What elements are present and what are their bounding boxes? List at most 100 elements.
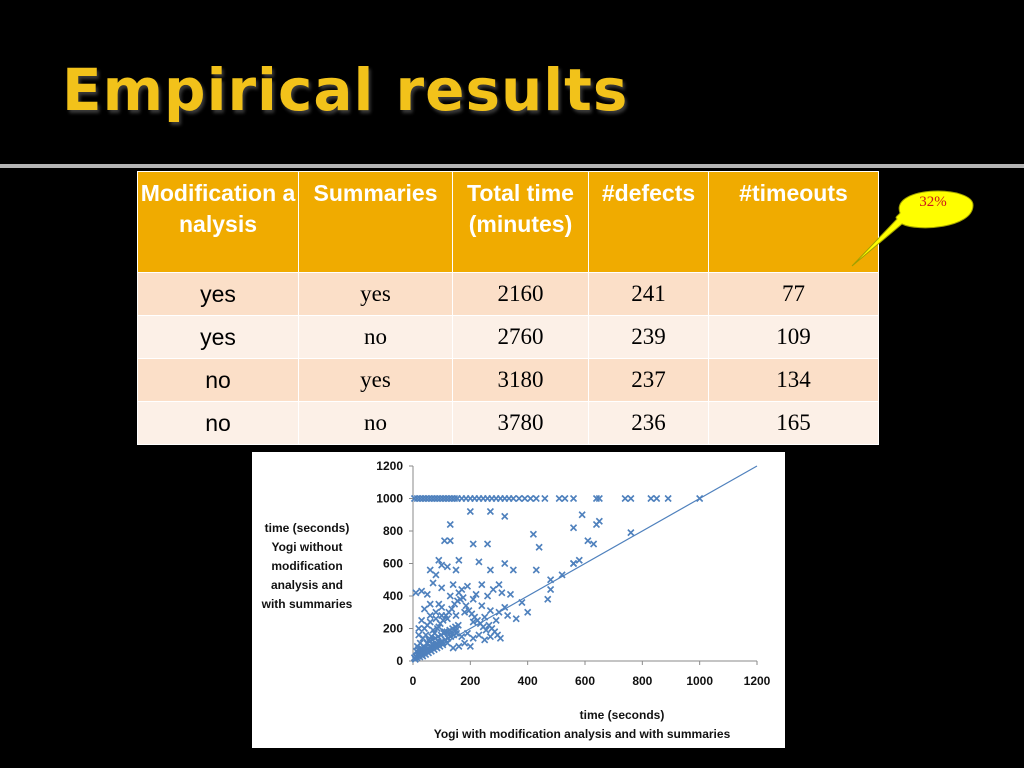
data-point — [461, 639, 469, 647]
data-point — [558, 571, 566, 579]
header-total-time: Total time (minutes) — [452, 171, 589, 273]
data-point — [575, 556, 583, 564]
data-point — [578, 511, 586, 519]
y-tick-label: 800 — [383, 524, 403, 538]
cell-modification-analysis: yes — [137, 272, 299, 316]
data-point — [415, 624, 423, 633]
data-point — [483, 540, 492, 548]
cell-defects: 239 — [588, 315, 709, 359]
data-point — [483, 592, 492, 600]
data-point — [462, 602, 470, 610]
data-point — [428, 494, 436, 503]
data-point — [696, 494, 704, 503]
data-point — [529, 530, 537, 538]
data-point — [501, 512, 509, 520]
data-point — [496, 634, 504, 642]
data-point — [439, 616, 447, 624]
data-point — [592, 520, 601, 529]
data-point — [451, 494, 459, 503]
cell-total-time: 2760 — [452, 315, 589, 359]
data-point — [592, 494, 601, 503]
data-point — [664, 494, 672, 503]
data-point — [443, 563, 451, 571]
data-point — [455, 556, 463, 564]
data-point — [482, 626, 490, 634]
cell-summaries: no — [298, 401, 453, 445]
data-point — [481, 613, 489, 621]
cell-timeouts: 134 — [708, 358, 879, 402]
data-point — [440, 537, 449, 545]
data-point — [420, 624, 429, 633]
x-tick-label: 600 — [575, 674, 595, 688]
results-table: Modification analysis Summaries Total ti… — [137, 171, 879, 445]
header-timeouts: #timeouts — [708, 171, 879, 273]
data-point — [595, 494, 603, 503]
title-band: Empirical results — [0, 0, 1024, 160]
data-point — [521, 494, 529, 503]
data-point — [486, 607, 494, 615]
data-point — [415, 631, 423, 639]
data-point — [449, 644, 457, 652]
y-tick-label: 200 — [383, 622, 403, 636]
data-point — [413, 494, 421, 503]
data-point — [472, 590, 480, 598]
data-point — [425, 494, 433, 503]
data-point — [555, 494, 563, 503]
x-tick-label: 0 — [410, 674, 417, 688]
data-point — [501, 559, 509, 568]
data-point — [438, 561, 446, 569]
header-summaries: Summaries — [298, 171, 453, 273]
data-point — [435, 600, 443, 608]
table-row: yes yes 2160 241 77 — [137, 272, 879, 316]
data-point — [452, 611, 460, 620]
data-point — [422, 494, 430, 503]
data-point — [453, 629, 461, 637]
cell-summaries: no — [298, 315, 453, 359]
data-point — [569, 559, 578, 568]
cell-modification-analysis: yes — [137, 315, 299, 359]
data-point — [448, 605, 456, 613]
data-point — [535, 543, 543, 551]
data-point — [446, 537, 454, 545]
data-point — [509, 494, 517, 503]
data-point — [627, 529, 635, 537]
data-point — [469, 540, 477, 548]
data-point — [466, 642, 474, 650]
data-point — [435, 556, 443, 564]
data-point — [518, 598, 526, 607]
data-point — [547, 585, 555, 594]
header-defects: #defects — [588, 171, 709, 273]
data-point — [569, 494, 578, 503]
data-point — [627, 494, 635, 503]
data-point — [481, 636, 489, 644]
data-point — [446, 520, 454, 529]
x-tick-label: 1200 — [744, 674, 771, 688]
x-axis-title-line: Yogi with modification analysis and with… — [434, 727, 731, 741]
data-point — [475, 558, 483, 566]
cell-modification-analysis: no — [137, 401, 299, 445]
data-point — [541, 494, 549, 503]
data-point — [590, 540, 598, 548]
scatter-chart: 0 200 400 600 800 1000 1200 0 200 400 600 800 1000 12… — [261, 459, 771, 741]
scatter-chart-panel: 0 200 400 600 800 1000 1200 0 200 400 600 800 1000 12… — [252, 452, 785, 748]
data-point — [584, 537, 592, 545]
data-point — [455, 642, 463, 650]
data-point — [432, 608, 440, 616]
x-tick-label: 400 — [518, 674, 538, 688]
data-point — [532, 566, 540, 574]
y-axis-title-line: analysis and — [271, 578, 343, 592]
y-tick-label: 0 — [396, 654, 403, 668]
data-point — [429, 579, 437, 587]
data-point — [569, 524, 578, 532]
data-point — [647, 494, 655, 503]
data-point — [469, 618, 477, 626]
cell-summaries: yes — [298, 358, 453, 402]
data-point — [478, 602, 486, 610]
data-point — [478, 581, 486, 589]
data-point — [498, 589, 506, 597]
data-point — [420, 605, 429, 613]
data-point — [506, 590, 515, 598]
data-point — [432, 615, 440, 623]
y-axis-title-line: Yogi without — [271, 540, 342, 554]
data-point — [544, 595, 552, 603]
